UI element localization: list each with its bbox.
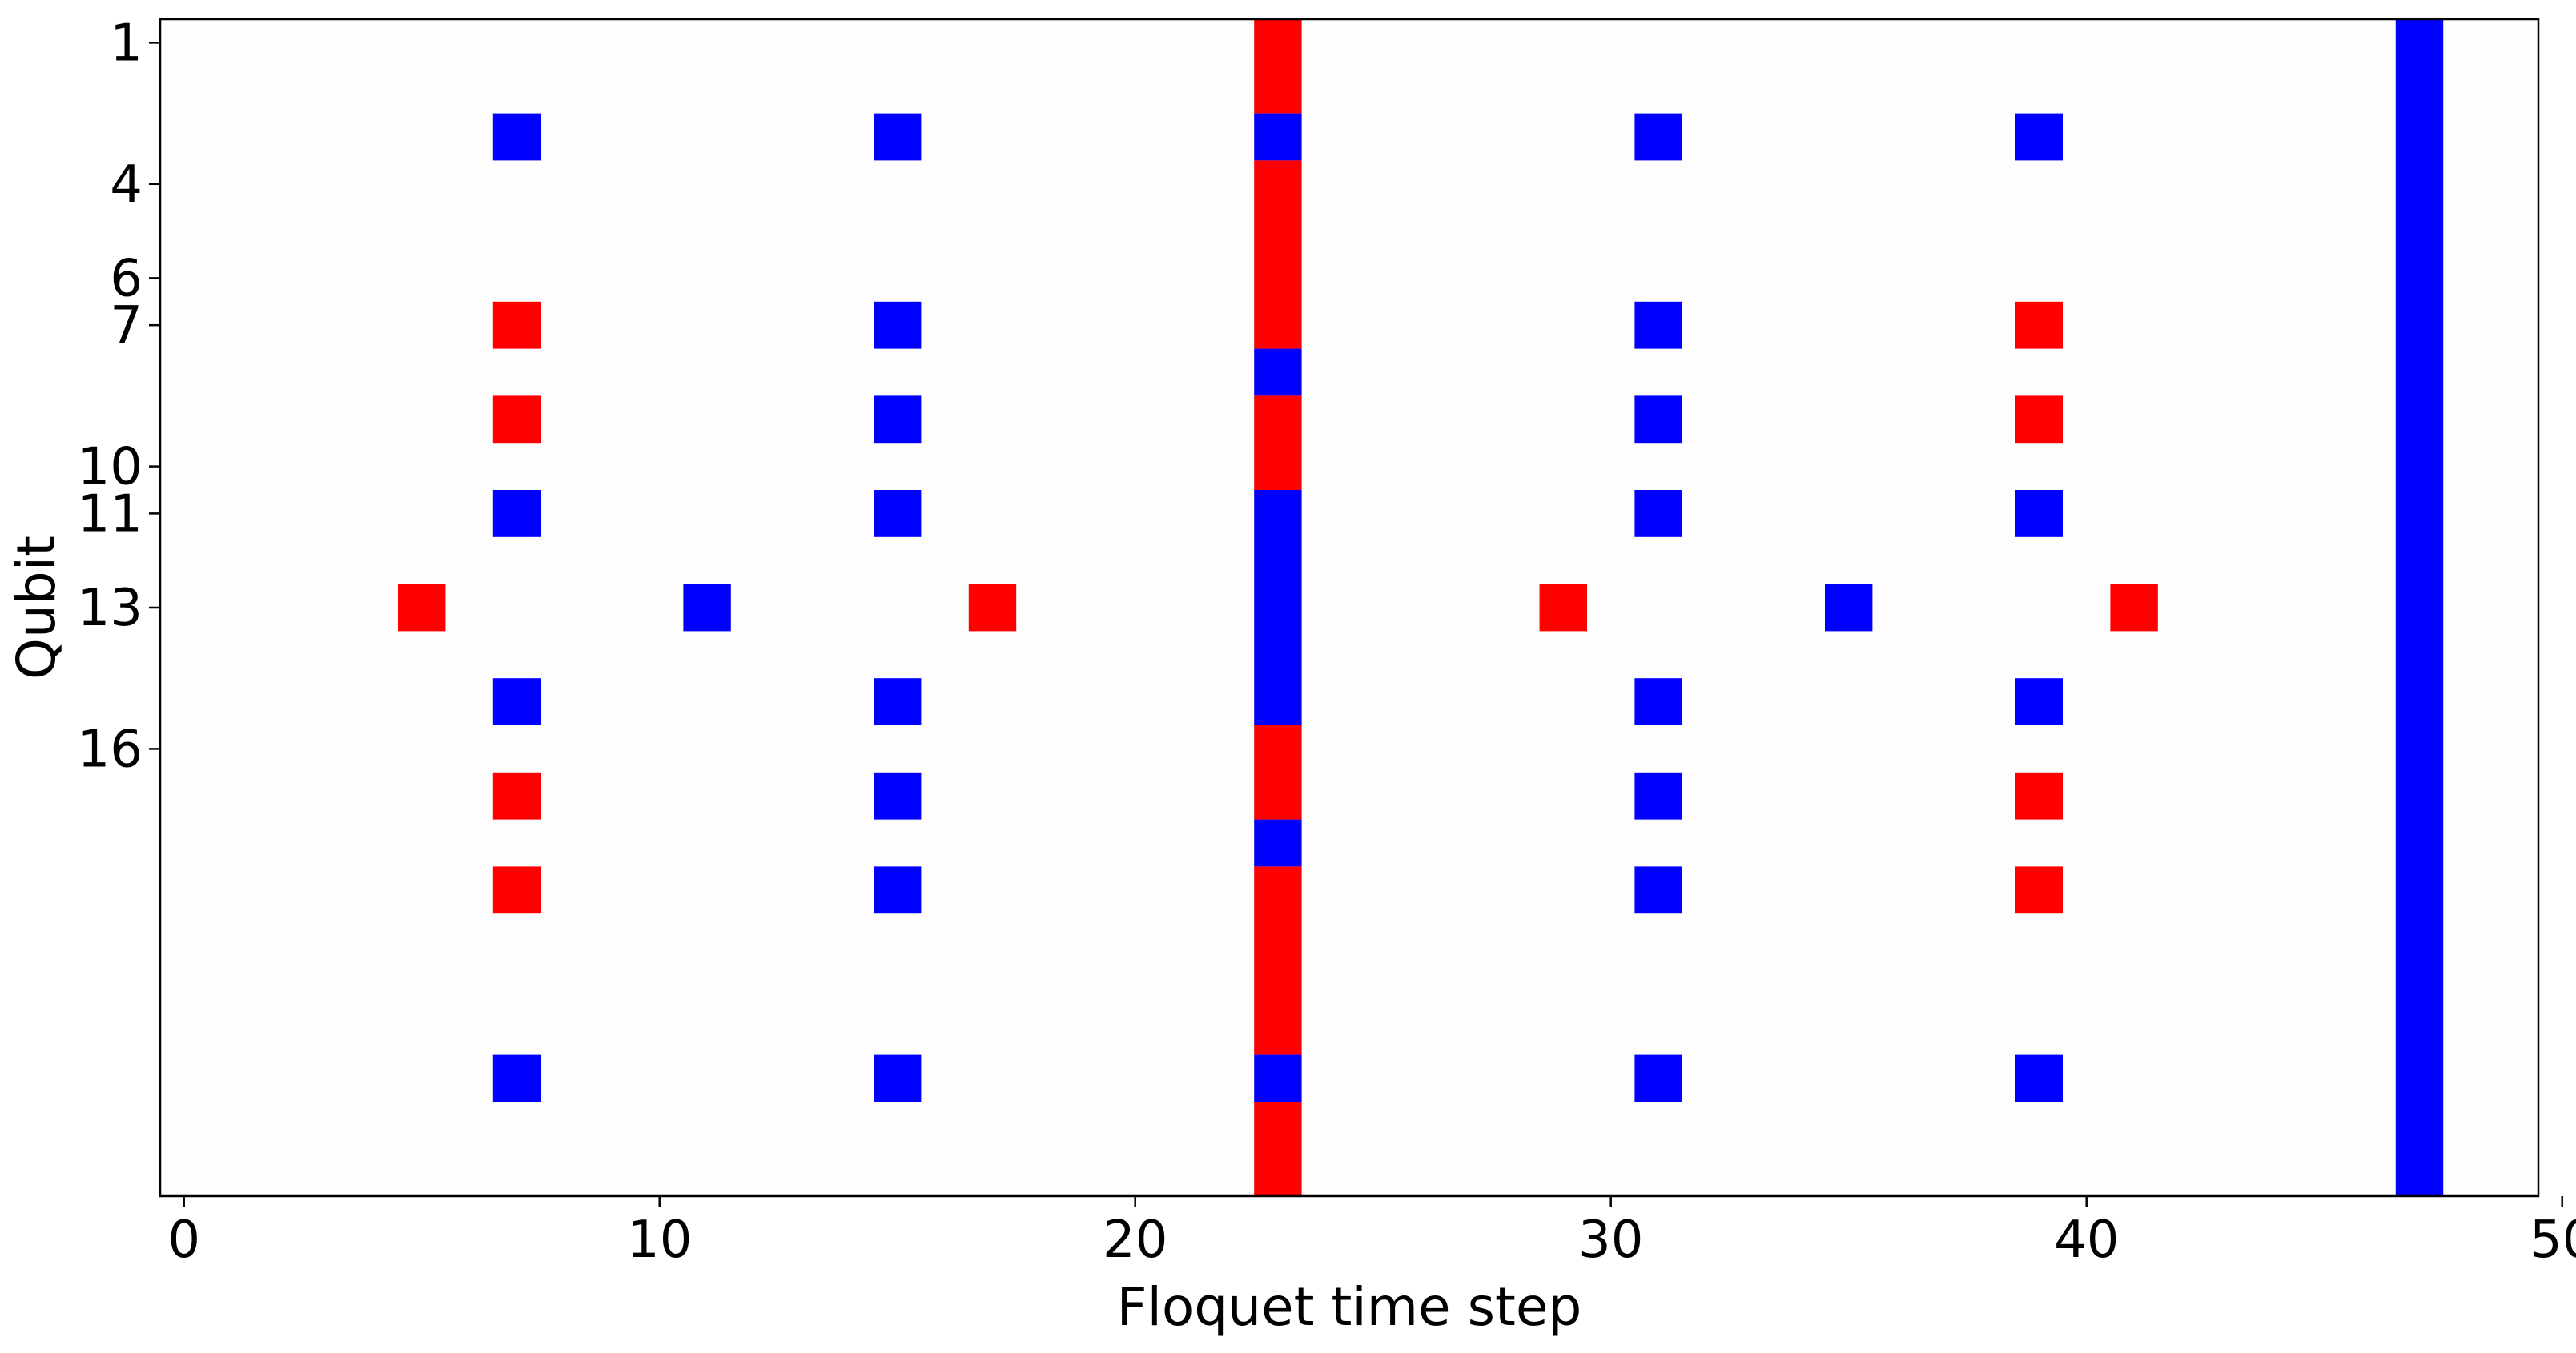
heatmap-cell [2015,1054,2063,1102]
heatmap-cell [874,301,922,349]
heatmap-cell [492,113,541,161]
heatmap-cell [2015,866,2063,914]
heatmap-cell [874,113,922,161]
column-bar-segment [1254,1054,1302,1102]
heatmap-cell [874,1054,922,1102]
heatmap-cell [1825,584,1873,632]
heatmap-cell [874,772,922,820]
x-axis: 0 10 20 30 40 50 [167,1196,2576,1270]
heatmap-cell [2110,584,2158,632]
heatmap-cell [2015,113,2063,161]
column-bar-segment [2395,19,2444,1196]
x-tick-label: 50 [2530,1210,2576,1270]
heatmap-cell [1539,584,1587,632]
column-bar-segment [1254,19,1302,114]
heatmap-cell [968,584,1017,632]
heatmap-cell [1634,113,1682,161]
heatmap-cell [2015,490,2063,537]
heatmap-cell [492,772,541,820]
heatmap-cell [492,395,541,444]
x-tick-label: 20 [1103,1210,1167,1270]
heatmap-cell [2015,301,2063,349]
column-bar-segment [1254,866,1302,1055]
heatmap-cell [492,1054,541,1102]
y-tick-label: 7 [110,296,143,355]
heatmap-cell [2015,395,2063,444]
column-bar-segment [1254,819,1302,867]
x-tick-label: 40 [2054,1210,2119,1270]
column-bar-segment [1254,348,1302,396]
heatmap-cell [492,678,541,725]
y-tick-label: 4 [110,155,143,215]
y-tick-label: 1 [110,14,143,73]
column-bar-segment [1254,160,1302,349]
heatmap-cell [1634,678,1682,725]
heatmap-cell [2015,772,2063,820]
heatmap-cell [1634,301,1682,349]
heatmap-cell [874,395,922,444]
y-tick-label: 11 [78,484,143,544]
heatmap-cell [683,584,731,632]
heatmap-cell [1634,772,1682,820]
heatmap-cell [398,584,446,632]
column-bar-segment [1254,725,1302,820]
column-bar-segment [1254,113,1302,161]
x-tick-label: 0 [167,1210,200,1270]
y-axis-label: Qubit [6,536,67,680]
heatmap-cell [1634,1054,1682,1102]
heatmap-cell [874,866,922,914]
y-tick-label: 13 [78,579,143,638]
cells-layer [398,19,2444,1196]
heatmap-cell [1634,395,1682,444]
y-tick-label: 16 [78,720,143,779]
column-bar-segment [1254,1102,1302,1196]
y-tick-label: 6 [110,249,143,308]
x-tick-label: 30 [1578,1210,1643,1270]
heatmap-cell [492,301,541,349]
heatmap-cell [492,866,541,914]
heatmap-cell [1634,490,1682,537]
plot-background [160,19,2538,1196]
y-tick-label: 10 [78,438,143,497]
heatmap-cell [874,490,922,537]
x-tick-label: 10 [627,1210,692,1270]
column-bar-segment [1254,490,1302,725]
heatmap-cell [2015,678,2063,725]
column-bar-segment [1254,395,1302,490]
heatmap-cell [1634,866,1682,914]
heatmap-cell [874,678,922,725]
x-axis-label: Floquet time step [1117,1276,1582,1338]
heatmap-cell [492,490,541,537]
